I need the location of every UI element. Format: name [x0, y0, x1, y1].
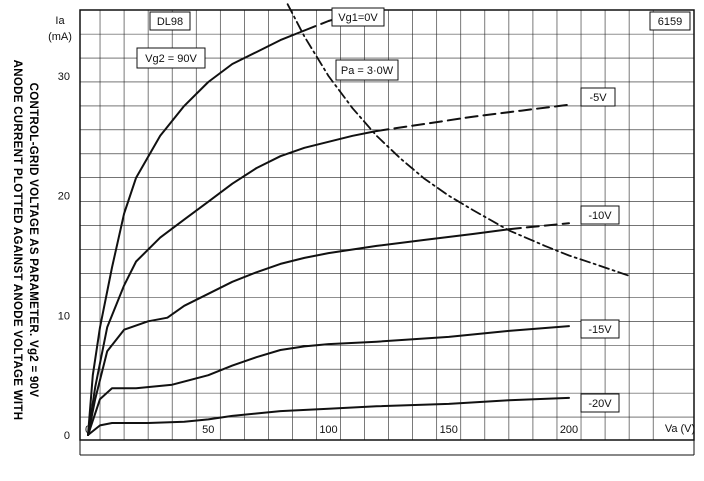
x-tick-label: 150 — [440, 424, 458, 436]
curve-label: -5V — [589, 92, 607, 104]
curve-label-box — [580, 87, 616, 107]
series-line-solid-1 — [87, 130, 378, 436]
caption-line-1: ANODE CURRENT PLOTTED AGAINST ANODE VOLT… — [11, 60, 23, 421]
curve-label-box — [580, 319, 620, 339]
y-tick-label: 0 — [64, 430, 70, 442]
curve-label-box — [331, 7, 385, 27]
caption-line-2: CONTROL-GRID VOLTAGE AS PARAMETER. Vg2 =… — [27, 83, 39, 398]
curve-label-box — [580, 393, 620, 413]
curve-label: Vg1=0V — [338, 12, 378, 24]
curve-label: -20V — [588, 398, 612, 410]
curve-label-box — [580, 205, 620, 225]
y-tick-label: 20 — [58, 191, 70, 203]
curve-labels: Vg1=0V -5V -10V -15V -20V — [331, 7, 620, 413]
series-line-dashed-2 — [507, 222, 570, 231]
x-tick-label: 100 — [319, 424, 337, 436]
tube-type-label: DL98 — [157, 16, 183, 28]
curve-label: -15V — [588, 324, 612, 336]
series-line-dashed-1 — [375, 103, 570, 132]
plot-frame — [79, 9, 695, 441]
y-tick-label: 30 — [58, 71, 70, 83]
y-unit-symbol: Ia — [55, 15, 65, 27]
series-line-solid-2 — [87, 228, 510, 436]
series-line-solid-0 — [87, 29, 306, 436]
tube-type-box — [149, 11, 191, 31]
series-line-3 — [87, 325, 570, 436]
series-lines — [87, 3, 630, 436]
x-tick-label: 200 — [560, 424, 578, 436]
series-line-4 — [87, 396, 570, 436]
chart-axes — [79, 9, 695, 456]
y-tick-label: 10 — [58, 310, 70, 322]
y-unit: (mA) — [48, 31, 72, 43]
screen-grid-label: Vg2 = 90V — [145, 53, 197, 65]
x-unit-label: Va (V) — [665, 423, 695, 435]
power-label: Pa = 3·0W — [341, 65, 394, 77]
side-caption: ANODE CURRENT PLOTTED AGAINST ANODE VOLT… — [11, 60, 39, 421]
power-label-box — [335, 59, 399, 81]
figure-number-label: 6159 — [658, 16, 682, 28]
figure-number-box — [649, 11, 691, 31]
x-tick-label: 50 — [202, 424, 214, 436]
power-dissipation-curve — [286, 3, 630, 277]
curve-label: -10V — [588, 210, 612, 222]
screen-grid-box — [136, 47, 206, 69]
chart-labels: DL98 6159 Vg2 = 90V Pa = 3·0W Ia (mA) Va… — [48, 11, 695, 435]
